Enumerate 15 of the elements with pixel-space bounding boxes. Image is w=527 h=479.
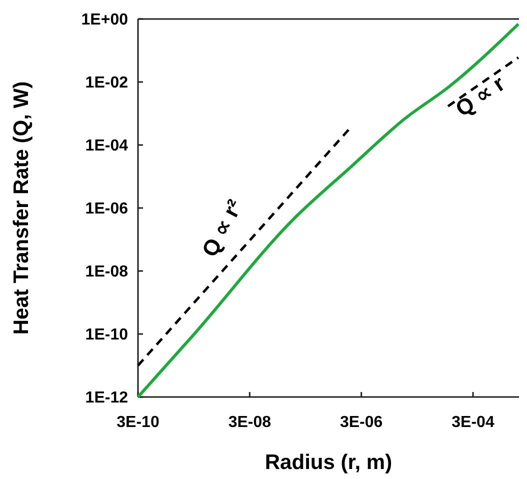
x-tick-label: 3E-08	[228, 414, 272, 431]
x-tick-label: 3E-04	[452, 414, 494, 431]
x-tick-label: 3E-06	[340, 414, 383, 431]
y-tick-label: 1E-02	[85, 74, 128, 92]
annotation: Q ∝ r	[450, 70, 510, 122]
y-tick-label: 1E-10	[85, 326, 128, 344]
y-tick-label: 1E-08	[85, 264, 128, 281]
y-tick-label: 1E-06	[85, 200, 128, 218]
y-tick-label: 1E-04	[85, 138, 128, 155]
y-axis-title: Heat Transfer Rate (Q, W)	[10, 81, 33, 335]
y-tick-label: 1E+00	[81, 12, 128, 29]
annotation: Q ∝ r²	[196, 195, 248, 261]
x-axis-title: Radius (r, m)	[264, 451, 392, 474]
y-tick-label: 1E-12	[85, 390, 128, 407]
x-tick-label: 3E-10	[116, 414, 160, 431]
